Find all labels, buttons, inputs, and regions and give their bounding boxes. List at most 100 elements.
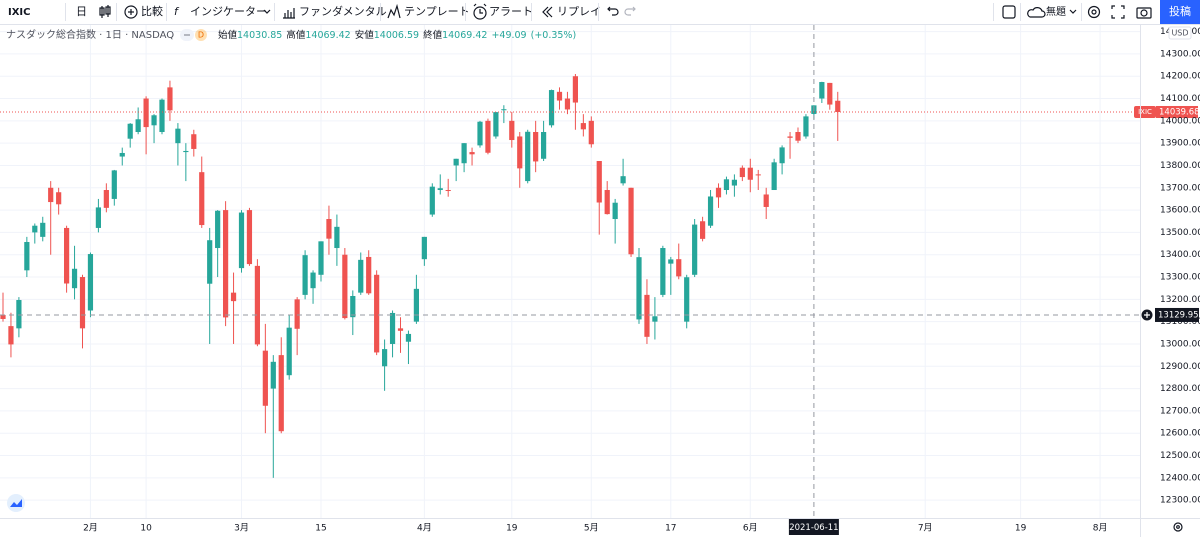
- candle-body: [676, 259, 682, 277]
- snapshot-icon[interactable]: [1136, 7, 1152, 19]
- symbol[interactable]: IXIC: [8, 7, 31, 18]
- candle-body: [580, 123, 586, 130]
- candle-body: [199, 172, 205, 226]
- toolbar: [0, 0, 1200, 24]
- candle-body: [254, 265, 260, 345]
- candle-body: [604, 190, 610, 215]
- candle-body: [660, 248, 666, 295]
- chevron[interactable]: [263, 9, 271, 14]
- low-label: 安値: [355, 29, 375, 41]
- candle-body: [564, 98, 571, 110]
- candle-body: [437, 188, 443, 191]
- axis-settings[interactable]: [1173, 522, 1183, 532]
- y-tick-label: 12600.00: [1160, 429, 1200, 439]
- templates-icon[interactable]: [387, 3, 401, 19]
- layout-name[interactable]: 無題: [1046, 5, 1066, 18]
- cloud-icon[interactable]: [1027, 7, 1046, 18]
- close-value: 14069.42: [442, 30, 487, 41]
- redo[interactable]: [624, 6, 636, 16]
- candle-body: [572, 76, 578, 103]
- candle-body: [485, 120, 491, 153]
- candle-body: [24, 241, 30, 271]
- candle-body: [278, 355, 284, 432]
- candle-body: [183, 150, 189, 153]
- candle-body: [207, 240, 213, 284]
- indicator-icon[interactable]: f: [174, 5, 180, 18]
- high-value: 14069.42: [305, 30, 350, 41]
- chevron[interactable]: [1069, 9, 1077, 14]
- y-tick-label: 14100.00: [1160, 94, 1200, 104]
- templates[interactable]: テンプレート: [404, 5, 470, 18]
- change-pct: (+0.35%): [531, 30, 577, 41]
- candle-body: [628, 187, 634, 255]
- y-tick-label: 13700.00: [1160, 183, 1200, 193]
- grid: [0, 25, 1140, 518]
- badge: [195, 29, 207, 41]
- indicators[interactable]: インジケーター: [190, 5, 267, 18]
- alert-icon[interactable]: [473, 3, 487, 20]
- candle-body: [8, 326, 14, 345]
- interval[interactable]: 日: [76, 5, 87, 18]
- publish[interactable]: 投稿: [1169, 4, 1191, 18]
- candle-body: [445, 190, 451, 192]
- chart-type-icon[interactable]: [99, 5, 111, 18]
- publish-button[interactable]: [1160, 0, 1200, 24]
- candle-body: [421, 236, 427, 260]
- undo[interactable]: [607, 6, 619, 16]
- fundamentals-icon[interactable]: [283, 8, 295, 19]
- high-label: 高値: [286, 29, 306, 41]
- candle-body: [103, 190, 109, 208]
- candle-body: [238, 212, 245, 269]
- candle-body: [302, 255, 308, 295]
- layout-icon[interactable]: [1002, 5, 1016, 19]
- compare[interactable]: 比較: [141, 4, 163, 18]
- currency[interactable]: USD: [1171, 29, 1188, 38]
- y-tick-label: 13300.00: [1160, 273, 1200, 283]
- candle-body: [715, 187, 722, 198]
- alert[interactable]: アラート: [489, 5, 533, 18]
- candle-body: [382, 349, 388, 367]
- x-tick-label: 4月: [417, 523, 432, 534]
- candle-body: [79, 277, 86, 329]
- last-price-label: 14039.68: [1159, 107, 1200, 117]
- candle-body: [405, 333, 412, 342]
- y-tick-label: 12300.00: [1160, 496, 1200, 506]
- settings-icon[interactable]: [1087, 5, 1101, 19]
- replay-icon[interactable]: [542, 6, 553, 18]
- low-value: 14006.59: [374, 30, 419, 41]
- candle-body: [413, 288, 419, 322]
- y-tick-label: 12400.00: [1160, 473, 1200, 483]
- candle-body: [262, 350, 268, 406]
- x-tick-label: 6月: [743, 523, 758, 534]
- candle-body: [700, 221, 706, 239]
- candle-body: [159, 99, 165, 132]
- y-tick-label: 13900.00: [1160, 139, 1200, 149]
- candle-body: [747, 167, 753, 180]
- currency-box[interactable]: [1168, 26, 1192, 40]
- candle-body: [358, 259, 364, 293]
- candle-body: [310, 272, 316, 289]
- candle-body: [286, 327, 292, 376]
- candle-body: [175, 128, 181, 144]
- replay[interactable]: リプレイ: [557, 5, 601, 18]
- candle-body: [119, 152, 125, 157]
- legend-title: ナスダック総合指数 · 1日 · NASDAQ: [6, 28, 174, 41]
- compare-icon[interactable]: [124, 5, 138, 19]
- fullscreen-icon[interactable]: [1111, 5, 1125, 19]
- candle-body: [230, 292, 237, 302]
- candle-body: [739, 167, 745, 178]
- candle-body: [246, 210, 253, 265]
- last-price-symbol-box: [1134, 105, 1156, 118]
- y-tick-label: 12900.00: [1160, 362, 1200, 372]
- fundamentals[interactable]: ファンダメンタル: [299, 4, 387, 18]
- candle-body: [397, 328, 404, 331]
- y-tick-label: 12500.00: [1160, 451, 1200, 461]
- candle-body: [223, 210, 229, 318]
- plot: [0, 73, 841, 478]
- candle-body: [215, 210, 221, 249]
- candle-body: [517, 136, 523, 169]
- candle-body: [763, 194, 769, 207]
- y-tick-label: 14300.00: [1160, 49, 1200, 59]
